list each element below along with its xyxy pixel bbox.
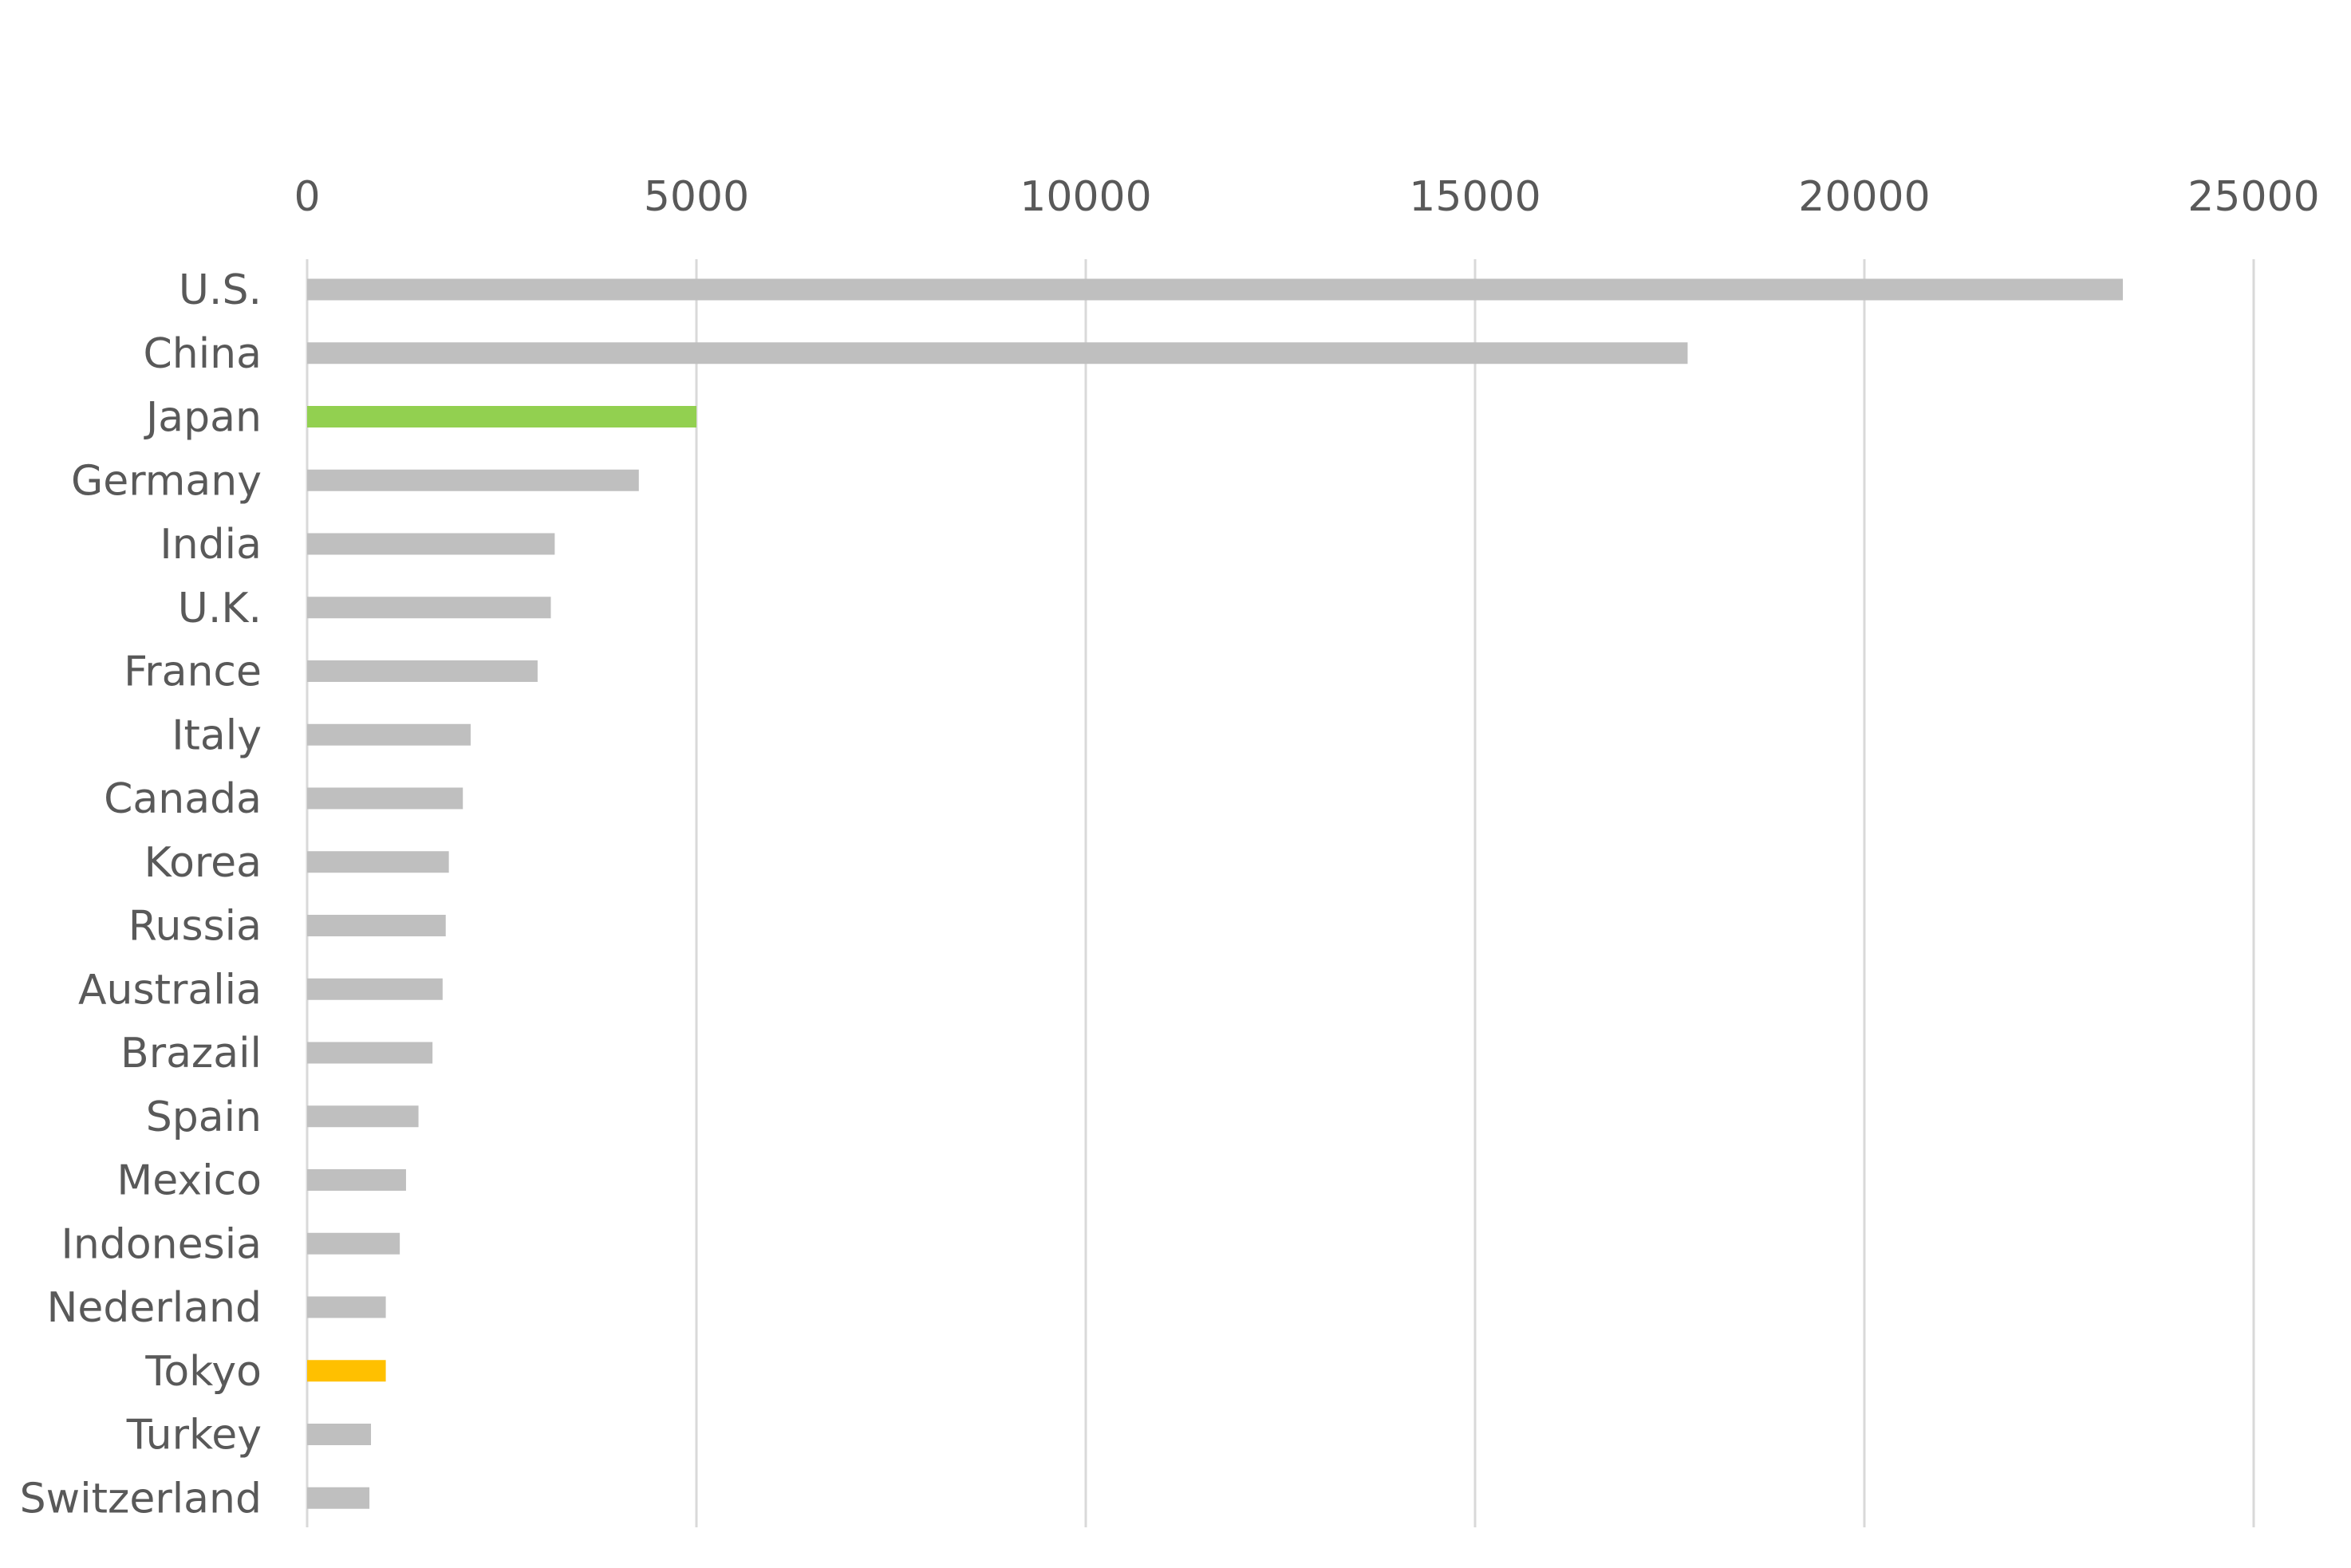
category-label-france: France (124, 648, 262, 696)
category-label-u-s: U.S. (179, 266, 262, 314)
bar-spain (307, 1105, 419, 1128)
bars (307, 278, 2124, 1509)
gridlines (306, 259, 2255, 1527)
bar-indonesia (307, 1232, 400, 1255)
bar-russia (307, 915, 446, 936)
category-label-spain: Spain (146, 1093, 262, 1141)
category-label-turkey: Turkey (126, 1412, 262, 1460)
category-label-korea: Korea (144, 839, 262, 887)
bar-france (307, 660, 538, 682)
category-label-tokyo: Tokyo (144, 1348, 262, 1396)
category-label-china: China (143, 330, 262, 378)
category-label-u-k: U.K. (178, 585, 262, 632)
bar-italy (307, 723, 471, 746)
category-label-nederland: Nederland (46, 1284, 262, 1332)
bar-china (307, 342, 1688, 364)
category-label-russia: Russia (128, 903, 262, 951)
x-tick-label: 0 (294, 173, 320, 221)
x-tick-label: 10000 (1020, 173, 1151, 221)
x-axis-tick-labels: 0 5000 10000 15000 20000 25000 (294, 173, 2319, 221)
category-label-mexico: Mexico (116, 1157, 262, 1205)
x-tick-label: 15000 (1409, 173, 1540, 221)
bar-nederland (307, 1296, 386, 1318)
category-label-australia: Australia (78, 966, 262, 1014)
x-tick-label: 25000 (2187, 173, 2319, 221)
category-label-switzerland: Switzerland (20, 1475, 262, 1523)
bar-turkey (307, 1424, 372, 1445)
bar-germany (307, 469, 639, 491)
bar-mexico (307, 1169, 406, 1191)
bar-u-s (307, 278, 2124, 301)
bar-india (307, 533, 555, 555)
x-tick-label: 20000 (1798, 173, 1930, 221)
category-label-india: India (160, 521, 262, 569)
bar-u-k (307, 597, 551, 619)
category-label-brazail: Brazail (120, 1030, 262, 1078)
category-label-germany: Germany (71, 457, 262, 505)
category-label-canada: Canada (104, 775, 262, 823)
category-label-indonesia: Indonesia (61, 1220, 262, 1268)
bar-australia (307, 978, 443, 1000)
bar-switzerland (307, 1487, 370, 1509)
x-tick-label: 5000 (644, 173, 749, 221)
bar-brazail (307, 1042, 433, 1064)
category-labels: U.S. China Japan Germany India U.K. France Ital… (20, 266, 262, 1523)
category-label-japan: Japan (144, 394, 262, 442)
bar-canada (307, 787, 463, 810)
bar-tokyo (307, 1360, 386, 1382)
category-label-italy: Italy (172, 711, 262, 759)
bar-korea (307, 851, 449, 873)
bar-japan (307, 406, 696, 427)
